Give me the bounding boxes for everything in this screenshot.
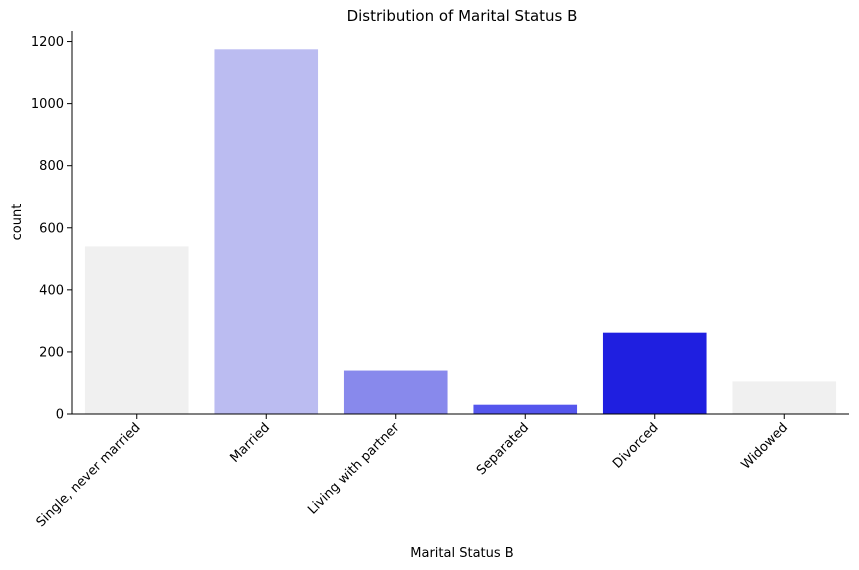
x-tick-label-5: Widowed bbox=[739, 420, 792, 473]
bar-2 bbox=[343, 370, 448, 414]
y-tick-label-1: 200 bbox=[39, 345, 64, 360]
x-tick-label-3: Separated bbox=[474, 420, 532, 478]
x-tick-label-4: Divorced bbox=[610, 420, 661, 471]
y-tick-label-3: 600 bbox=[39, 221, 64, 236]
bar-3 bbox=[473, 404, 578, 414]
x-axis-label: Marital Status B bbox=[410, 546, 513, 561]
axis-frame bbox=[71, 31, 849, 415]
chart-title: Distribution of Marital Status B bbox=[347, 7, 578, 25]
y-axis-label: count bbox=[10, 204, 25, 241]
y-tick-label-5: 1000 bbox=[31, 97, 64, 112]
y-tick-label-4: 800 bbox=[39, 159, 64, 174]
x-tick-label-2: Living with partner bbox=[305, 420, 403, 518]
bar-5 bbox=[732, 381, 837, 414]
y-tick-label-2: 400 bbox=[39, 283, 64, 298]
y-axis: 0 200 400 600 800 1000 1200 bbox=[31, 35, 72, 423]
bars-group bbox=[84, 49, 837, 415]
x-axis: Single, never married Married Living with … bbox=[34, 414, 792, 530]
bar-0 bbox=[84, 246, 189, 414]
y-tick-label-6: 1200 bbox=[31, 35, 64, 50]
x-tick-label-1: Married bbox=[227, 420, 273, 466]
y-tick-label-0: 0 bbox=[56, 408, 64, 423]
x-tick-label-0: Single, never married bbox=[34, 420, 144, 530]
bar-4 bbox=[602, 332, 707, 414]
bar-1 bbox=[214, 49, 319, 415]
